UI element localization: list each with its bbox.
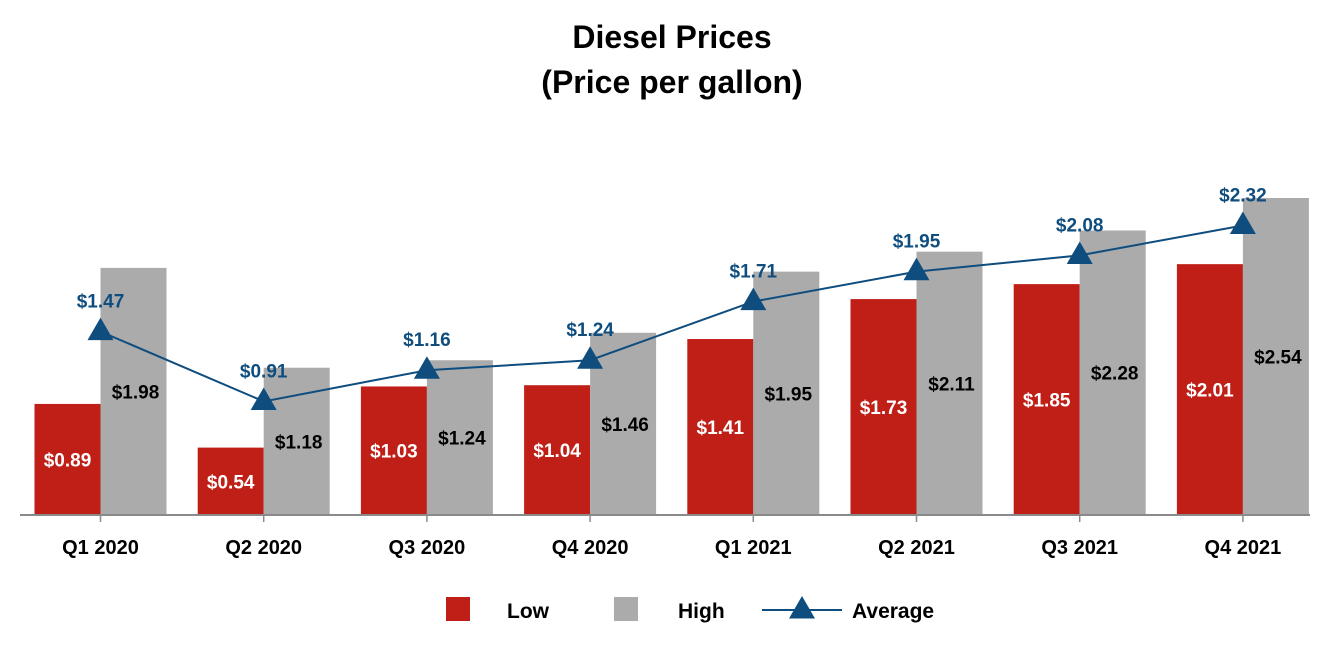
high-bar xyxy=(590,332,657,515)
high-bar-label: $1.95 xyxy=(765,384,813,405)
legend: Low High Average xyxy=(446,596,934,623)
x-tick-label: Q4 2021 xyxy=(1205,537,1282,559)
x-tick-label: Q3 2020 xyxy=(389,537,466,559)
high-bar-label: $2.28 xyxy=(1091,364,1139,385)
low-bar-label: $1.73 xyxy=(860,398,908,419)
low-bar xyxy=(850,299,917,515)
average-label: $0.91 xyxy=(240,361,288,382)
low-bar xyxy=(360,386,427,515)
legend-low-label: Low xyxy=(507,600,550,623)
high-bar-label: $2.54 xyxy=(1254,348,1302,369)
legend-high-label: High xyxy=(678,600,725,623)
low-bar-label: $0.54 xyxy=(207,472,255,493)
average-label: $2.32 xyxy=(1219,185,1267,206)
low-bar xyxy=(1013,284,1080,515)
low-bar xyxy=(197,447,264,515)
high-bar-label: $2.11 xyxy=(928,374,975,395)
high-bar-label: $1.24 xyxy=(438,429,486,450)
x-tick-label: Q1 2020 xyxy=(62,537,139,559)
plot-area: $0.89 $1.98 Q1 2020 $0.54 $1.18 Q2 2020 $1.03 $… xyxy=(20,185,1310,559)
x-tick-label: Q2 2020 xyxy=(225,537,302,559)
legend-low-swatch xyxy=(446,597,470,621)
average-marker xyxy=(903,257,930,281)
average-label: $1.24 xyxy=(566,320,614,341)
average-line xyxy=(100,224,1244,403)
legend-average-marker xyxy=(789,596,815,619)
high-bar xyxy=(1079,230,1146,515)
high-bar xyxy=(1242,198,1309,515)
low-bar-label: $1.41 xyxy=(697,418,745,439)
average-marker xyxy=(1066,241,1093,264)
high-bar-label: $1.46 xyxy=(601,415,649,436)
average-marker xyxy=(87,317,114,341)
average-marker xyxy=(577,346,604,369)
chart-title: Diesel Prices xyxy=(572,19,771,55)
low-bar-label: $1.04 xyxy=(533,441,581,462)
high-bar xyxy=(916,251,983,516)
high-bar xyxy=(263,367,330,515)
x-tick-label: Q2 2021 xyxy=(878,537,955,559)
average-label: $1.95 xyxy=(893,232,941,253)
average-marker xyxy=(413,356,440,379)
legend-high-swatch xyxy=(614,597,638,621)
low-bar xyxy=(1176,264,1243,515)
high-bar xyxy=(426,360,493,515)
average-label: $1.71 xyxy=(730,262,778,283)
low-bar xyxy=(34,403,101,515)
low-bar-label: $1.85 xyxy=(1023,391,1071,412)
x-tick-label: Q4 2020 xyxy=(552,537,629,559)
average-label: $1.16 xyxy=(403,330,451,351)
low-bar-label: $0.89 xyxy=(44,450,92,471)
high-bar-label: $1.98 xyxy=(112,382,160,403)
high-bar-label: $1.18 xyxy=(275,432,323,453)
high-bar xyxy=(753,271,820,515)
low-bar-label: $1.03 xyxy=(370,442,418,463)
average-marker xyxy=(250,387,277,410)
average-label: $1.47 xyxy=(77,292,125,313)
average-marker xyxy=(740,287,767,311)
legend-average-label: Average xyxy=(852,600,934,623)
chart-subtitle: (Price per gallon) xyxy=(541,64,802,100)
x-tick-label: Q1 2021 xyxy=(715,537,792,559)
average-label: $2.08 xyxy=(1056,215,1104,236)
low-bar xyxy=(524,385,591,515)
average-marker xyxy=(1229,211,1256,235)
high-bar xyxy=(100,267,167,515)
low-bar xyxy=(687,339,754,515)
x-tick-label: Q3 2021 xyxy=(1041,537,1118,559)
low-bar-label: $2.01 xyxy=(1186,381,1234,402)
